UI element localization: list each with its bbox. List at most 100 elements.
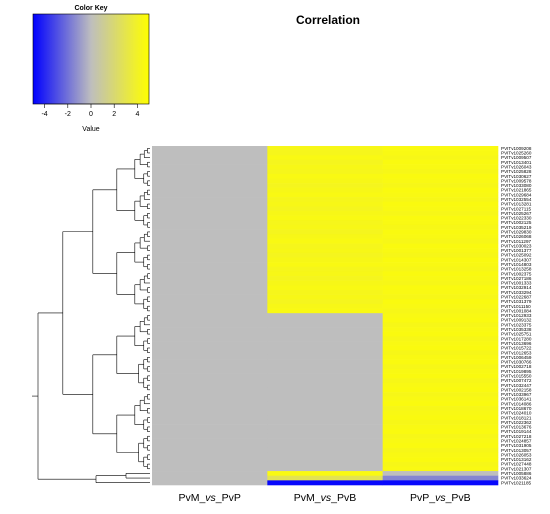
heatmap-cell [267, 313, 383, 319]
heatmap-cell [267, 201, 383, 207]
heatmap-cell [152, 368, 268, 374]
heatmap-cell [152, 419, 268, 425]
heatmap-cell [382, 183, 499, 189]
heatmap-cell [152, 457, 268, 463]
row-label: PVITv1025267 [501, 211, 532, 216]
heatmap-cell [152, 173, 268, 179]
row-label: PVITv1009507 [501, 155, 532, 160]
column-label: PvP_vs_PvB [410, 492, 471, 504]
row-label: PVITv1026043 [501, 164, 532, 169]
heatmap-cell [267, 248, 383, 254]
heatmap-cell [382, 350, 499, 356]
heatmap-cell [152, 276, 268, 281]
heatmap-cell [382, 480, 499, 486]
heatmap-cell [152, 206, 268, 212]
heatmap-cell [152, 285, 268, 291]
heatmap-cell [152, 215, 268, 221]
heatmap-cell [152, 201, 268, 207]
heatmap-cell [382, 289, 499, 295]
column-label: PvM_vs_PvB [294, 492, 356, 504]
row-dendrogram [32, 148, 150, 483]
heatmap-cell [382, 438, 499, 444]
row-label: PVITv1031379 [501, 299, 532, 304]
heatmap-cell [152, 155, 268, 161]
heatmap-cell [152, 341, 268, 346]
row-label: PVITv1035338 [501, 327, 532, 332]
color-key: Color Key -4 -2 0 2 4 Value [32, 5, 150, 133]
heatmap-cell [152, 345, 268, 351]
heatmap-cell [382, 475, 499, 481]
heatmap-cell [152, 308, 268, 314]
heatmap-cell [267, 387, 383, 393]
heatmap-cell [267, 280, 383, 286]
heatmap-cell [267, 354, 383, 360]
row-label: PVITv1013258 [501, 267, 532, 272]
row-label: PVITv1009132 [501, 318, 532, 323]
color-key-title: Color Key [74, 5, 107, 12]
heatmap-cell [267, 480, 383, 486]
heatmap-cell [267, 327, 383, 333]
heatmap-cell [152, 183, 268, 189]
row-label: PVITv1032914 [501, 285, 532, 290]
row-label: PVITv1001377 [501, 248, 532, 253]
row-label: PVITv1027218 [501, 434, 532, 439]
heatmap-cell [267, 150, 383, 156]
heatmap-cell [152, 224, 268, 230]
heatmap-cell [152, 146, 268, 151]
heatmap-cell [152, 480, 268, 486]
row-label: PVITv1033624 [501, 476, 532, 481]
row-label: PVITv1025828 [501, 169, 532, 174]
heatmap-cell [152, 299, 268, 305]
heatmap-cell [267, 308, 383, 314]
row-label: PVITv1013162 [501, 457, 532, 462]
heatmap-cell [267, 159, 383, 165]
heatmap-cell [382, 331, 499, 337]
heatmap-cell [382, 461, 499, 467]
heatmap-cell [267, 415, 383, 421]
row-label: PVITv1025092 [501, 253, 532, 258]
color-key-tick-label: 0 [89, 111, 93, 118]
row-label: PVITv1030766 [501, 360, 532, 365]
row-label: PVITv1032554 [501, 197, 532, 202]
heatmap-cell [267, 229, 383, 235]
heatmap-cell [267, 285, 383, 291]
heatmap-cell [267, 155, 383, 161]
heatmap-cell [267, 262, 383, 268]
heatmap-cell [152, 262, 268, 268]
heatmap-cell [382, 424, 499, 430]
heatmap-cell [382, 447, 499, 453]
heatmap-cell [267, 373, 383, 379]
heatmap-cell [382, 466, 499, 472]
heatmap-cell [267, 234, 383, 240]
heatmap-cell [152, 229, 268, 235]
row-label: PVITv1013401 [501, 160, 532, 165]
heatmap-cell [152, 466, 268, 472]
column-labels: PvM_vs_PvP PvM_vs_PvB PvP_vs_PvB [178, 492, 470, 504]
heatmap-cell [152, 475, 268, 481]
heatmap-cell [152, 406, 268, 411]
row-label: PVITv1015550 [501, 373, 532, 378]
heatmap-cell [152, 317, 268, 323]
row-label: PVITv1026068 [501, 234, 532, 239]
chart-title: Correlation [296, 13, 360, 27]
heatmap-cell [267, 294, 383, 300]
heatmap-cell [267, 299, 383, 305]
row-label: PVITv1002375 [501, 271, 532, 276]
heatmap-cell [382, 280, 499, 286]
heatmap-cell [382, 197, 499, 203]
heatmap-cell [267, 178, 383, 184]
heatmap-cell [382, 276, 499, 281]
row-label: PVITv1025260 [501, 151, 532, 156]
row-label: PVITv1022362 [501, 420, 532, 425]
heatmap-cell [267, 410, 383, 416]
heatmap-cell [267, 276, 383, 281]
heatmap-cell [267, 433, 383, 439]
heatmap-cell [152, 354, 268, 360]
heatmap-cell [267, 215, 383, 221]
heatmap-cell [382, 192, 499, 198]
heatmap-cell [267, 447, 383, 453]
row-label: PVITv1023375 [501, 322, 532, 327]
heatmap-cell [382, 401, 499, 407]
heatmap-cells [152, 146, 499, 486]
row-label: PVITv1030023 [501, 243, 532, 248]
